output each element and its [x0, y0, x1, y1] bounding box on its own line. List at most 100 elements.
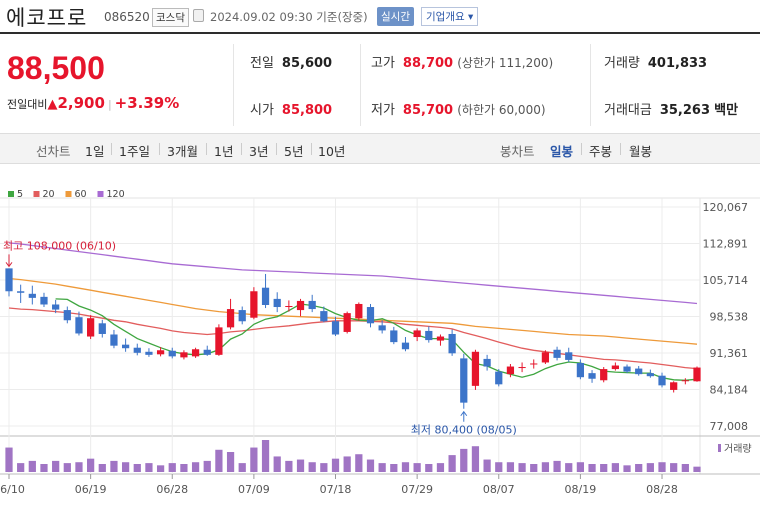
- volume-bar: [495, 462, 503, 472]
- volume-bar: [366, 459, 375, 472]
- candle: [390, 330, 398, 343]
- period-tabs: 선차트 1일 1주일 3개월 1년 3년 5년 10년 봉차트 일봉 주봉 월봉: [0, 134, 760, 164]
- candle: [40, 296, 48, 305]
- candle: [460, 358, 468, 403]
- candle: [168, 350, 176, 357]
- market-badge: 코스닥: [152, 8, 189, 27]
- timestamp: 2024.09.02 09:30 기준(장중): [210, 10, 368, 24]
- candle: [681, 380, 689, 382]
- current-price: 88,500: [7, 50, 105, 86]
- x-tick-label: 07/29: [401, 483, 433, 496]
- high-arrow-icon: [5, 262, 13, 268]
- volume-bar: [98, 464, 106, 472]
- candle: [296, 300, 305, 311]
- stat-volume: 거래량 401,833: [604, 56, 708, 71]
- candle: [17, 291, 25, 293]
- moving-average-lines: [8, 242, 698, 381]
- volume-bar: [250, 447, 258, 472]
- candle: [366, 307, 375, 324]
- candle: [611, 365, 619, 370]
- ma-line-ma5: [55, 298, 698, 381]
- candle: [471, 351, 480, 386]
- candle: [63, 310, 71, 321]
- candle: [425, 330, 433, 341]
- candle: [320, 311, 328, 322]
- y-tick-label: 84,184: [710, 384, 749, 397]
- volume-bar: [553, 460, 561, 472]
- candle: [483, 358, 491, 367]
- volume-bar: [401, 462, 410, 472]
- price-change: 전일대비▲2,900 | +3.39%: [7, 94, 180, 112]
- stat-prev-close: 전일 85,600: [250, 56, 333, 71]
- candle: [343, 313, 351, 332]
- candle: [285, 306, 293, 308]
- candle: [495, 371, 503, 385]
- tab-5y[interactable]: 5년: [284, 144, 304, 159]
- x-tick-label: 08/19: [565, 483, 597, 496]
- x-tick-label: 07/18: [320, 483, 352, 496]
- tab-1d[interactable]: 1일: [85, 144, 105, 159]
- tab-10y[interactable]: 10년: [318, 144, 346, 159]
- candles: [5, 268, 701, 409]
- volume-bar: [5, 447, 13, 472]
- candle: [355, 303, 363, 319]
- volume-bar: [308, 462, 316, 472]
- volume-bar: [156, 465, 165, 472]
- candle: [401, 342, 410, 350]
- volume-bar: [413, 463, 421, 472]
- volume-bar: [460, 448, 468, 472]
- change-value: 2,900: [57, 94, 105, 112]
- tab-3m[interactable]: 3개월: [167, 144, 198, 159]
- volume-bar: [145, 463, 153, 472]
- volume-legend-swatch: [718, 444, 721, 452]
- low-arrow-icon: [460, 410, 468, 417]
- y-tick-label: 77,008: [710, 420, 749, 433]
- y-axis: 120,067 112,891 105,714 98,538 91,361 84,184 7…: [703, 201, 749, 433]
- tab-daily[interactable]: 일봉: [550, 144, 574, 159]
- volume-bar: [203, 460, 211, 472]
- change-label: 전일대비: [7, 98, 48, 111]
- tab-line-chart[interactable]: 선차트: [36, 144, 71, 159]
- volume-legend-label: 거래량: [724, 443, 752, 455]
- stock-name: 에코프로: [6, 6, 88, 30]
- volume-bar: [261, 440, 270, 472]
- volume-bar: [273, 456, 281, 472]
- tab-candle-chart[interactable]: 봉차트: [500, 144, 535, 159]
- company-info-dropdown[interactable]: 기업개요 ▾: [421, 7, 479, 26]
- candlestick-chart[interactable]: 5 20 60 120 120,067 112,891 105,714 98,538 91,3…: [0, 164, 760, 510]
- candle: [553, 349, 561, 358]
- candle: [52, 304, 60, 310]
- candle: [5, 268, 13, 292]
- volume-bar: [215, 449, 223, 472]
- volume-bar: [600, 464, 608, 472]
- legend-label: 60: [75, 189, 87, 200]
- tab-1w[interactable]: 1주일: [119, 144, 150, 159]
- volume-bar: [693, 466, 701, 472]
- volume-bar: [436, 463, 445, 472]
- stat-amount: 거래대금 35,263 백만: [604, 103, 739, 118]
- divider: [590, 44, 591, 126]
- volume-bar: [611, 463, 619, 472]
- legend-label: 5: [17, 189, 23, 200]
- candle: [600, 369, 608, 381]
- annotations: 최고 108,000 (06/10) 최저 80,400 (08/05): [3, 239, 517, 436]
- candle: [506, 366, 515, 375]
- tab-monthly[interactable]: 월봉: [629, 144, 653, 159]
- candle: [646, 373, 654, 377]
- realtime-button[interactable]: 실시간: [377, 7, 414, 26]
- volume-bar: [541, 462, 550, 472]
- tab-3y[interactable]: 3년: [249, 144, 269, 159]
- volume-bar: [390, 464, 398, 472]
- volume-bar: [320, 463, 328, 472]
- volume-bar: [425, 464, 433, 472]
- tab-1y[interactable]: 1년: [214, 144, 234, 159]
- volume-bar: [530, 464, 538, 472]
- candle: [413, 330, 421, 338]
- volume-bar: [331, 458, 340, 472]
- candle: [658, 375, 666, 386]
- legend-label: 20: [43, 189, 55, 200]
- volume-bar: [378, 463, 386, 472]
- tab-weekly[interactable]: 주봉: [589, 144, 613, 159]
- candle: [530, 363, 538, 365]
- candle: [75, 317, 83, 334]
